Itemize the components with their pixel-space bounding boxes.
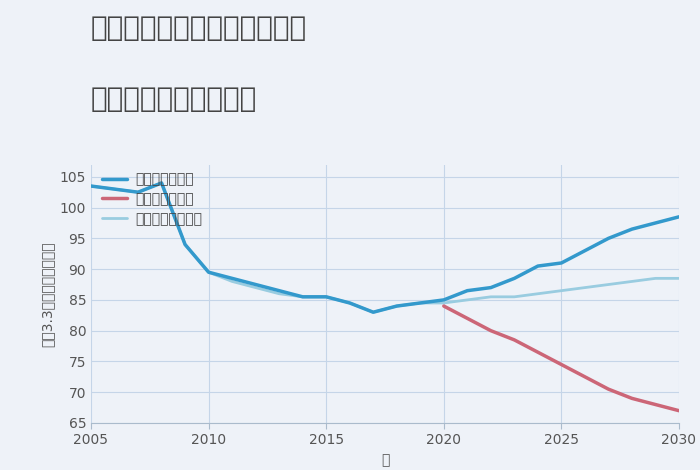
ノーマルシナリオ	[604, 282, 612, 287]
グッドシナリオ	[557, 260, 566, 266]
バッドシナリオ	[651, 402, 659, 407]
グッドシナリオ	[181, 242, 189, 247]
グッドシナリオ	[228, 275, 237, 281]
バッドシナリオ	[486, 328, 495, 334]
グッドシナリオ	[393, 303, 401, 309]
グッドシナリオ	[486, 285, 495, 290]
Legend: グッドシナリオ, バッドシナリオ, ノーマルシナリオ: グッドシナリオ, バッドシナリオ, ノーマルシナリオ	[97, 167, 209, 231]
ノーマルシナリオ	[158, 180, 166, 186]
グッドシナリオ	[134, 189, 142, 195]
グッドシナリオ	[463, 288, 472, 293]
グッドシナリオ	[581, 248, 589, 253]
バッドシナリオ	[510, 337, 519, 343]
ノーマルシナリオ	[486, 294, 495, 300]
ノーマルシナリオ	[251, 285, 260, 290]
グッドシナリオ	[510, 275, 519, 281]
バッドシナリオ	[533, 349, 542, 355]
X-axis label: 年: 年	[381, 453, 389, 467]
グッドシナリオ	[533, 263, 542, 269]
Text: 中古戸建ての価格推移: 中古戸建ての価格推移	[91, 85, 258, 113]
ノーマルシナリオ	[440, 300, 448, 306]
ノーマルシナリオ	[675, 275, 683, 281]
ノーマルシナリオ	[111, 186, 119, 192]
バッドシナリオ	[440, 303, 448, 309]
ノーマルシナリオ	[204, 269, 213, 275]
グッドシナリオ	[346, 300, 354, 306]
ノーマルシナリオ	[557, 288, 566, 293]
グッドシナリオ	[369, 309, 377, 315]
ノーマルシナリオ	[275, 291, 284, 297]
ノーマルシナリオ	[416, 300, 424, 306]
ノーマルシナリオ	[369, 309, 377, 315]
Line: グッドシナリオ: グッドシナリオ	[91, 183, 679, 312]
ノーマルシナリオ	[228, 279, 237, 284]
ノーマルシナリオ	[298, 294, 307, 300]
バッドシナリオ	[675, 408, 683, 414]
グッドシナリオ	[275, 288, 284, 293]
グッドシナリオ	[251, 282, 260, 287]
グッドシナリオ	[604, 235, 612, 241]
グッドシナリオ	[158, 180, 166, 186]
ノーマルシナリオ	[181, 242, 189, 247]
バッドシナリオ	[463, 315, 472, 321]
グッドシナリオ	[111, 186, 119, 192]
ノーマルシナリオ	[87, 183, 95, 189]
グッドシナリオ	[416, 300, 424, 306]
グッドシナリオ	[651, 220, 659, 226]
Y-axis label: 坪（3.3㎡）単価（万円）: 坪（3.3㎡）単価（万円）	[40, 241, 54, 346]
ノーマルシナリオ	[628, 279, 636, 284]
グッドシナリオ	[675, 214, 683, 219]
ノーマルシナリオ	[510, 294, 519, 300]
ノーマルシナリオ	[322, 294, 330, 300]
ノーマルシナリオ	[393, 303, 401, 309]
ノーマルシナリオ	[533, 291, 542, 297]
バッドシナリオ	[628, 396, 636, 401]
ノーマルシナリオ	[581, 285, 589, 290]
Text: 奈良県奈良市四条大路南町の: 奈良県奈良市四条大路南町の	[91, 14, 307, 42]
グッドシナリオ	[628, 227, 636, 232]
ノーマルシナリオ	[134, 189, 142, 195]
Line: ノーマルシナリオ: ノーマルシナリオ	[91, 183, 679, 312]
グッドシナリオ	[298, 294, 307, 300]
ノーマルシナリオ	[463, 297, 472, 303]
バッドシナリオ	[557, 362, 566, 368]
Line: バッドシナリオ: バッドシナリオ	[444, 306, 679, 411]
グッドシナリオ	[440, 297, 448, 303]
ノーマルシナリオ	[346, 300, 354, 306]
ノーマルシナリオ	[651, 275, 659, 281]
グッドシナリオ	[87, 183, 95, 189]
バッドシナリオ	[581, 374, 589, 380]
バッドシナリオ	[604, 386, 612, 392]
グッドシナリオ	[322, 294, 330, 300]
グッドシナリオ	[204, 269, 213, 275]
